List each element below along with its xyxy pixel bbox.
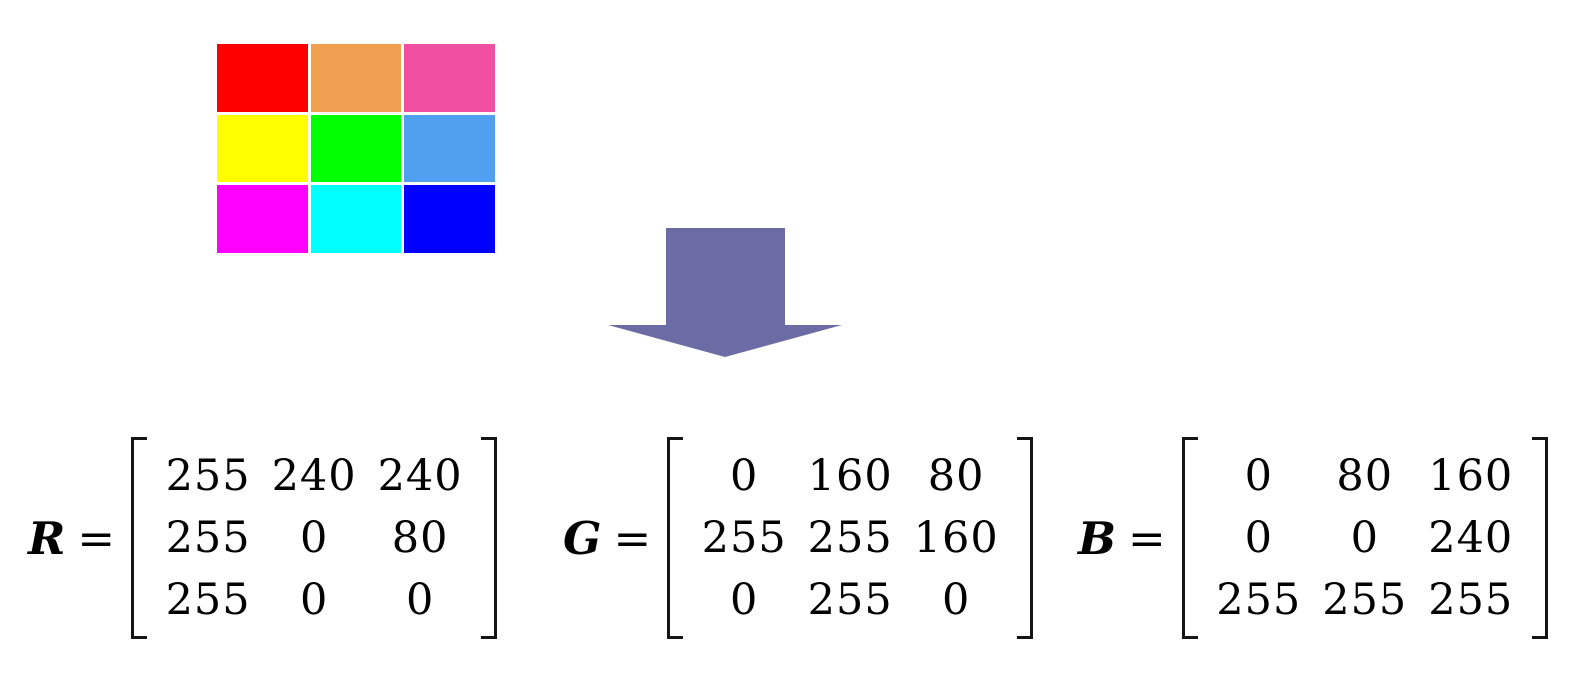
left-bracket — [1181, 437, 1198, 639]
matrix-value: 255 — [165, 451, 251, 501]
matrix-value: 80 — [927, 451, 985, 501]
matrix-value: 255 — [1322, 575, 1408, 625]
right-bracket — [481, 437, 498, 639]
matrix-value: 0 — [1350, 513, 1379, 563]
color-cell — [310, 44, 402, 112]
matrix-value: 80 — [391, 513, 449, 563]
matrix-value: 0 — [729, 451, 759, 501]
matrix-b-label: B = — [1078, 512, 1166, 565]
matrix-value: 240 — [271, 451, 357, 501]
matrix-value: 160 — [1428, 451, 1514, 501]
color-image-grid — [217, 44, 495, 253]
matrix-b-values: 0 80 160 0 0 240 255 255 255 — [1198, 437, 1532, 639]
color-cell — [217, 114, 308, 183]
matrix-letter: R — [28, 511, 66, 565]
down-arrow-icon — [608, 228, 843, 358]
equals-sign: = — [77, 511, 116, 565]
left-bracket — [667, 437, 684, 639]
matrix-r-label: R = — [28, 512, 115, 565]
matrix-value: 0 — [1244, 451, 1273, 501]
matrix-value: 0 — [299, 575, 329, 625]
color-cell — [217, 44, 308, 112]
matrix-value: 240 — [377, 451, 463, 501]
matrix-value: 80 — [1336, 451, 1394, 501]
matrix-g: G = 0 160 80 255 255 160 0 255 0 — [563, 437, 1034, 639]
color-cell — [404, 114, 495, 183]
matrix-value: 0 — [729, 575, 759, 625]
matrix-value: 255 — [807, 513, 893, 563]
right-bracket — [1017, 437, 1034, 639]
color-cell — [217, 185, 308, 253]
color-cell — [404, 185, 495, 253]
matrix-value: 160 — [807, 451, 893, 501]
color-cell — [310, 114, 402, 183]
matrix-value: 255 — [701, 513, 787, 563]
color-cell — [404, 44, 495, 112]
matrix-value: 0 — [299, 513, 329, 563]
matrix-value: 255 — [165, 513, 251, 563]
matrix-value: 255 — [1428, 575, 1514, 625]
matrix-g-values: 0 160 80 255 255 160 0 255 0 — [683, 437, 1017, 639]
matrix-b: B = 0 80 160 0 0 240 255 255 255 — [1078, 437, 1548, 639]
equals-sign: = — [1128, 511, 1166, 565]
down-arrow-shape — [608, 228, 842, 357]
matrix-r: R = 255 240 240 255 0 80 255 0 0 — [28, 437, 498, 639]
matrix-value: 255 — [807, 575, 893, 625]
matrix-r-values: 255 240 240 255 0 80 255 0 0 — [147, 437, 481, 639]
matrix-g-label: G = — [563, 512, 651, 565]
matrix-value: 0 — [405, 575, 435, 625]
matrix-value: 240 — [1428, 513, 1514, 563]
color-cell — [310, 185, 402, 253]
matrix-letter: G — [563, 511, 602, 565]
matrix-value: 0 — [1244, 513, 1273, 563]
matrix-value: 160 — [913, 513, 999, 563]
matrix-value: 255 — [165, 575, 251, 625]
matrix-letter: B — [1078, 511, 1117, 565]
matrix-value: 255 — [1216, 575, 1302, 625]
left-bracket — [131, 437, 148, 639]
right-bracket — [1531, 437, 1548, 639]
equals-sign: = — [613, 511, 652, 565]
matrix-value: 0 — [941, 575, 971, 625]
